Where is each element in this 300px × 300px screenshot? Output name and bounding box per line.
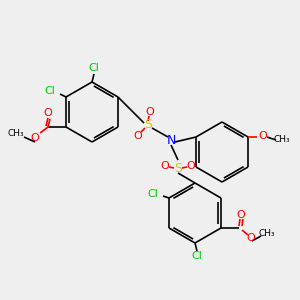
Text: CH₃: CH₃ [259,229,275,238]
Text: O: O [237,210,245,220]
Text: O: O [134,131,142,141]
Text: S: S [144,118,152,131]
Text: O: O [44,108,52,118]
Text: O: O [160,161,169,171]
Text: N: N [166,134,176,146]
Text: O: O [146,107,154,117]
Text: CH₃: CH₃ [8,128,24,137]
Text: O: O [31,133,39,143]
Text: O: O [259,131,267,141]
Text: Cl: Cl [88,63,99,73]
Text: O: O [187,161,195,171]
Text: Cl: Cl [192,251,203,261]
Text: S: S [174,161,182,175]
Text: O: O [247,233,255,243]
Text: CH₃: CH₃ [274,134,290,143]
Text: Cl: Cl [45,86,56,96]
Text: Cl: Cl [148,189,158,199]
